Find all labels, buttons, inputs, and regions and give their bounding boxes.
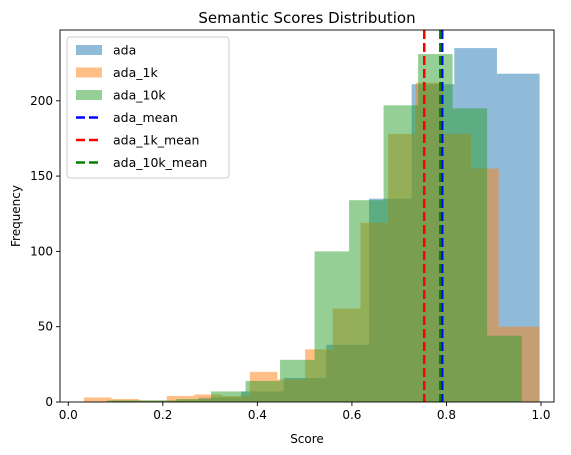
y-tick-label: 150	[30, 169, 53, 183]
bar-ada_10k-6	[314, 251, 350, 402]
bar-ada_10k-11	[487, 335, 522, 402]
mean-lines	[422, 30, 444, 402]
x-tick-label: 0.0	[59, 408, 78, 422]
y-axis-label: Frequency	[9, 185, 23, 247]
bar-ada_10k-2	[176, 398, 212, 402]
plot-frame	[59, 29, 555, 403]
legend-label-ada_1k_mean: ada_1k_mean	[113, 133, 199, 148]
bar-ada_1k-4	[194, 394, 223, 402]
legend-label-ada_mean: ada_mean	[113, 110, 178, 125]
bar-ada_10k-8	[383, 105, 419, 402]
legend-box	[66, 36, 230, 179]
legend-swatch-ada	[76, 45, 102, 55]
y-tick-label: 200	[30, 94, 53, 108]
legend-label-ada_10k: ada_10k	[113, 88, 166, 103]
bar-ada_10k-1	[142, 400, 177, 402]
chart-title: Semantic Scores Distribution	[198, 9, 415, 27]
y-tick-label: 100	[30, 244, 53, 258]
bar-ada_10k-5	[280, 359, 315, 402]
legend-swatch-ada_1k	[76, 67, 102, 78]
bar-ada_10k-7	[349, 200, 384, 402]
legend-label-ada_10k_mean: ada_10k_mean	[113, 155, 207, 170]
histogram-bars	[83, 48, 540, 402]
bar-ada_10k-10	[452, 108, 488, 402]
bar-ada_10k-3	[211, 391, 246, 402]
bar-ada_10k-4	[245, 380, 281, 402]
legend-label-ada: ada	[113, 43, 136, 58]
x-tick-label: 0.2	[153, 408, 172, 422]
x-axis-label: Score	[290, 432, 324, 446]
y-tick-label: 0	[45, 395, 53, 409]
x-axis-ticks: 0.0 0.2 0.4 0.6 0.8 1.0	[59, 402, 551, 422]
legend-label-ada_1k: ada_1k	[113, 65, 158, 80]
x-tick-label: 0.8	[437, 408, 456, 422]
x-tick-label: 1.0	[531, 408, 550, 422]
x-tick-label: 0.4	[248, 408, 267, 422]
bar-ada_1k-16	[526, 326, 540, 402]
y-tick-label: 50	[38, 320, 53, 334]
x-tick-label: 0.6	[342, 408, 361, 422]
bar-ada_1k-0	[83, 397, 112, 402]
legend: ada ada_1k ada_10k ada_mean ada_1k_mean ada_1…	[66, 36, 230, 179]
y-axis-ticks: 0 50 100 150 200	[30, 94, 60, 409]
legend-swatch-ada_10k	[76, 90, 102, 100]
bar-ada_10k-0	[107, 400, 143, 402]
